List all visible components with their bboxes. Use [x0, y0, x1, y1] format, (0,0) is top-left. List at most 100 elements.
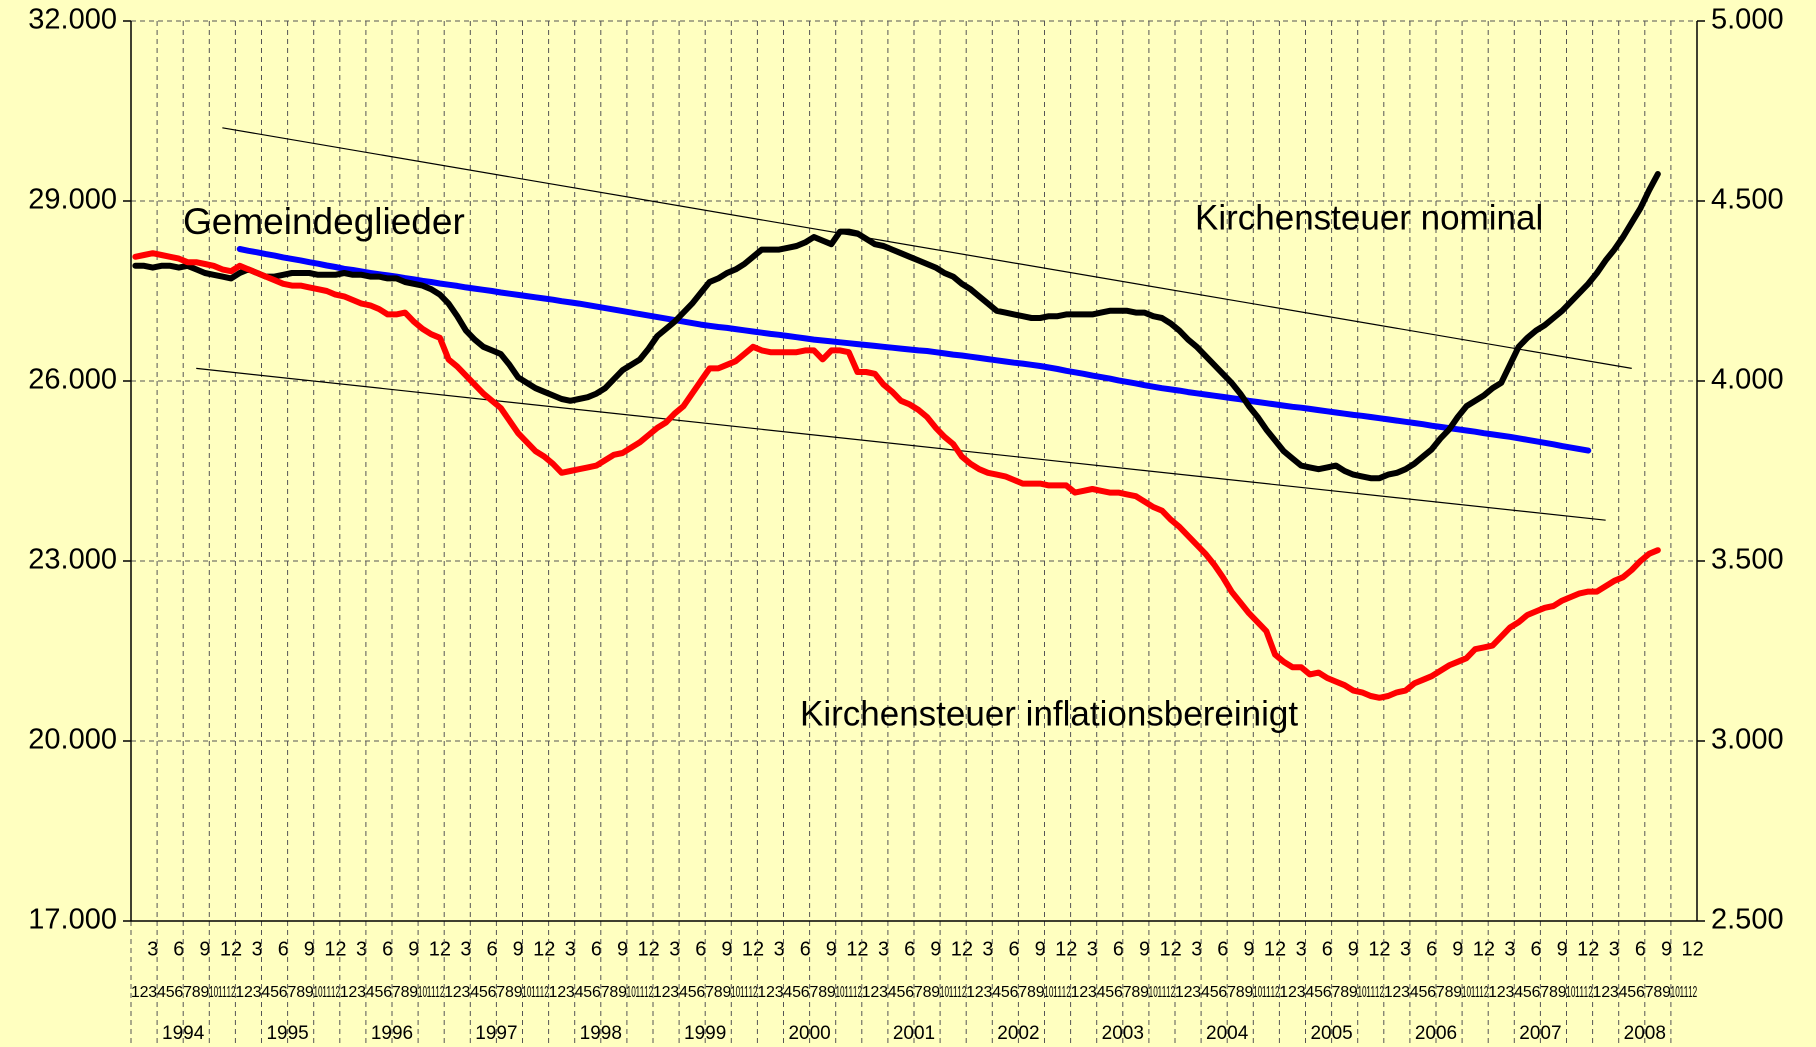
quarter-label: 3 — [878, 938, 889, 960]
year-label: 2001 — [893, 1023, 935, 1044]
month-label: 6 — [1323, 984, 1332, 1001]
month-label: 5 — [1627, 984, 1636, 1001]
quarter-label: 12 — [1264, 938, 1286, 960]
month-label: 5 — [270, 984, 279, 1001]
month-label: 1 — [1384, 984, 1393, 1001]
month-label: 9 — [1558, 984, 1567, 1001]
month-label: 5 — [688, 984, 697, 1001]
month-label: 2 — [557, 984, 566, 1001]
year-label: 2007 — [1519, 1023, 1561, 1044]
quarter-label: 6 — [1530, 938, 1541, 960]
month-label: 12 — [1688, 984, 1697, 1001]
month-label: 9 — [514, 984, 523, 1001]
month-label: 6 — [1636, 984, 1645, 1001]
month-label: 9 — [618, 984, 627, 1001]
month-label: 2 — [453, 984, 462, 1001]
month-label: 4 — [261, 984, 270, 1001]
month-label: 10 — [1149, 984, 1158, 1001]
month-label: 1 — [1279, 984, 1288, 1001]
month-label: 4 — [366, 984, 375, 1001]
month-label: 4 — [1619, 984, 1628, 1001]
month-label: 9 — [305, 984, 314, 1001]
month-label: 10 — [1044, 984, 1053, 1001]
month-label: 1 — [1175, 984, 1184, 1001]
month-label: 9 — [1140, 984, 1149, 1001]
month-label: 3 — [148, 984, 157, 1001]
quarter-label: 6 — [1217, 938, 1228, 960]
month-label: 6 — [279, 984, 288, 1001]
month-label: 5 — [1105, 984, 1114, 1001]
quarter-label: 3 — [669, 938, 680, 960]
quarter-label: 9 — [721, 938, 732, 960]
quarter-label: 6 — [695, 938, 706, 960]
month-label: 11 — [1575, 984, 1584, 1001]
quarter-label: 6 — [382, 938, 393, 960]
quarter-label: 9 — [1452, 938, 1463, 960]
month-label: 5 — [1001, 984, 1010, 1001]
month-label: 5 — [1314, 984, 1323, 1001]
month-label: 4 — [679, 984, 688, 1001]
quarter-label: 3 — [252, 938, 263, 960]
month-label: 12 — [957, 984, 966, 1001]
year-label: 1997 — [475, 1023, 517, 1044]
month-label: 6 — [1114, 984, 1123, 1001]
month-label: 11 — [844, 984, 853, 1001]
month-label: 11 — [218, 984, 227, 1001]
month-label: 1 — [862, 984, 871, 1001]
month-label: 9 — [409, 984, 418, 1001]
series-label: Gemeindeglieder — [183, 201, 465, 242]
year-label: 2006 — [1415, 1023, 1457, 1044]
quarter-label: 12 — [742, 938, 764, 960]
month-label: 11 — [1262, 984, 1271, 1001]
quarter-label: 6 — [1635, 938, 1646, 960]
quarter-label: 9 — [1243, 938, 1254, 960]
month-label: 8 — [1340, 984, 1349, 1001]
month-label: 10 — [731, 984, 740, 1001]
month-label: 9 — [722, 984, 731, 1001]
quarter-label: 9 — [930, 938, 941, 960]
month-label: 8 — [505, 984, 514, 1001]
month-label: 12 — [1375, 984, 1384, 1001]
y2-tick-label: 2.500 — [1711, 904, 1784, 936]
quarter-label: 12 — [1577, 938, 1599, 960]
month-label: 9 — [827, 984, 836, 1001]
quarter-label: 12 — [1055, 938, 1077, 960]
month-label: 5 — [1523, 984, 1532, 1001]
month-label: 10 — [1253, 984, 1262, 1001]
month-label: 7 — [1123, 984, 1132, 1001]
month-label: 5 — [479, 984, 488, 1001]
month-label: 1 — [1070, 984, 1079, 1001]
month-label: 12 — [331, 984, 340, 1001]
month-label: 3 — [1192, 984, 1201, 1001]
quarter-label: 6 — [278, 938, 289, 960]
month-label: 9 — [1662, 984, 1671, 1001]
quarter-label: 9 — [1557, 938, 1568, 960]
month-label: 4 — [575, 984, 584, 1001]
month-label: 4 — [1410, 984, 1419, 1001]
year-label: 1995 — [266, 1023, 308, 1044]
month-label: 7 — [1227, 984, 1236, 1001]
month-label: 9 — [1244, 984, 1253, 1001]
quarter-label: 3 — [1504, 938, 1515, 960]
trend-line — [196, 367, 1606, 521]
month-label: 11 — [427, 984, 436, 1001]
month-label: 8 — [1027, 984, 1036, 1001]
month-label: 8 — [296, 984, 305, 1001]
month-label: 6 — [1010, 984, 1019, 1001]
month-label: 4 — [1514, 984, 1523, 1001]
month-label: 10 — [418, 984, 427, 1001]
quarter-label: 3 — [460, 938, 471, 960]
quarter-label: 12 — [1682, 938, 1704, 960]
month-label: 12 — [853, 984, 862, 1001]
month-label: 11 — [1157, 984, 1166, 1001]
month-label: 2 — [1184, 984, 1193, 1001]
month-label: 12 — [226, 984, 235, 1001]
month-label: 2 — [870, 984, 879, 1001]
quarter-label: 3 — [1609, 938, 1620, 960]
month-label: 10 — [522, 984, 531, 1001]
y2-tick-label: 4.500 — [1711, 184, 1784, 216]
month-label: 9 — [931, 984, 940, 1001]
month-label: 4 — [470, 984, 479, 1001]
month-label: 3 — [983, 984, 992, 1001]
